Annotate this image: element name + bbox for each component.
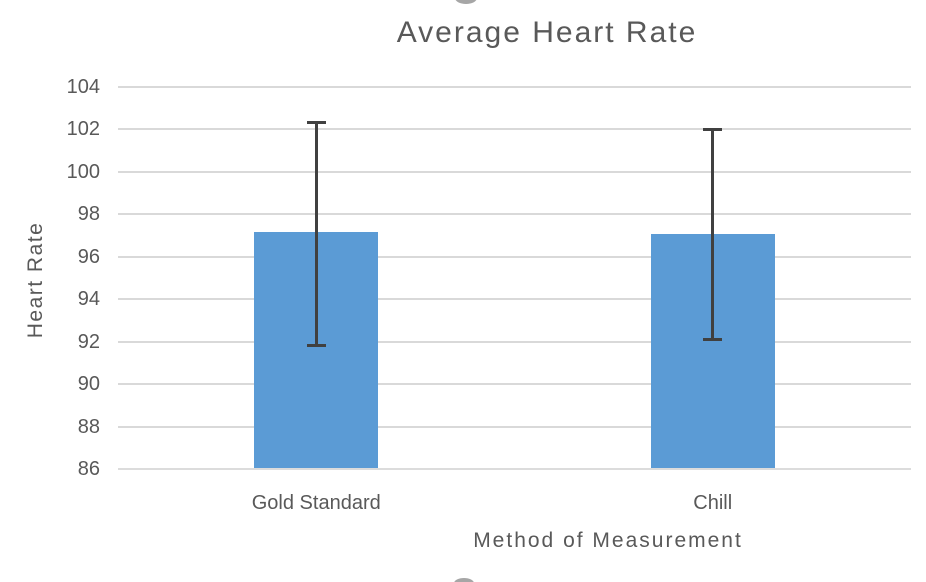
gridline <box>118 170 911 173</box>
y-tick-label: 98 <box>77 203 100 226</box>
resize-handle-bottom-icon[interactable] <box>454 578 474 582</box>
y-tick-label: 92 <box>77 330 100 353</box>
error-bar-cap-bottom <box>306 344 326 348</box>
y-tick-label: 88 <box>77 415 100 438</box>
gridline <box>118 383 911 386</box>
y-tick-label: 100 <box>66 160 100 183</box>
y-tick-label: 90 <box>77 373 100 396</box>
error-bar-line <box>711 129 715 340</box>
error-bar-cap-top <box>703 127 723 131</box>
gridline <box>118 86 911 88</box>
gridline <box>118 340 911 343</box>
y-tick-label: 86 <box>77 458 100 480</box>
resize-handle-top-icon[interactable] <box>455 0 477 4</box>
y-tick-label: 102 <box>66 118 100 141</box>
x-category-label: Gold Standard <box>251 492 381 514</box>
error-bar-line <box>314 122 318 346</box>
gridline <box>118 298 911 301</box>
gridline <box>118 128 911 131</box>
y-tick-label: 104 <box>66 76 100 98</box>
gridline <box>118 425 911 428</box>
chart-title: Average Heart Rate <box>396 16 698 49</box>
x-axis-title: Method of Measurement <box>473 529 743 552</box>
error-bar-cap-top <box>306 120 326 124</box>
y-tick-label: 94 <box>77 288 100 311</box>
gridline <box>118 255 911 258</box>
x-category-label: Chill <box>693 492 733 514</box>
error-bar-cap-bottom <box>703 338 723 342</box>
gridline <box>118 213 911 216</box>
x-axis-line <box>118 468 911 470</box>
y-tick-label: 96 <box>77 245 100 268</box>
